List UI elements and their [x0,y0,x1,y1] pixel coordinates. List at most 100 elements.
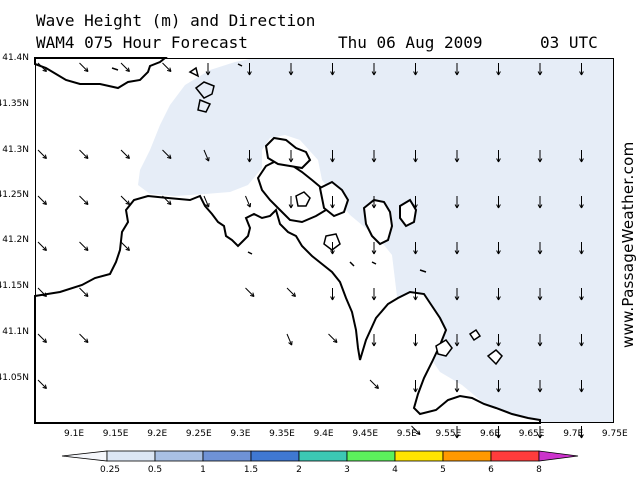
island-south [399,198,418,228]
wave-direction-arrow [579,426,584,439]
island-small-3 [435,339,453,357]
islet-dots [111,63,427,273]
wave-direction-arrow [537,426,543,439]
legend-swatch [298,450,348,462]
lat-label: 41.25N [0,190,29,200]
wave-direction-arrow [120,241,130,251]
island-east [362,198,394,246]
wave-direction-arrow [579,150,584,163]
lon-label: 9.15E [102,429,129,439]
wave-direction-arrow [120,149,130,159]
legend-tick-label: 4 [392,465,398,475]
lon-label: 9.4E [313,429,334,439]
wave-direction-arrow [79,195,89,205]
island-bonifacio-1 [188,66,215,113]
legend-tick-label: 3 [344,465,350,475]
wave-direction-arrow [537,334,543,347]
wave-direction-arrow [579,63,584,76]
lon-label: 9.6E [480,429,500,439]
wave-direction-arrow [579,196,584,209]
wave-direction-arrow [454,150,460,163]
land-corsica [34,57,168,90]
legend-tick-label: 1.5 [243,465,259,475]
lon-label: 9.5E [396,429,417,439]
wave-direction-arrow [330,288,335,301]
wave-direction-arrow [454,334,460,347]
wave-direction-arrow [37,287,47,297]
lon-label: 9.25E [185,429,212,439]
legend-swatch [442,450,492,462]
wave-direction-arrow [371,242,377,255]
island-maddalena [264,136,312,170]
wave-direction-arrow [79,287,89,297]
wave-direction-arrow [537,150,543,163]
wave-direction-arrow [245,195,252,208]
lat-label: 41.2N [2,235,29,245]
wave-direction-arrow [371,334,377,347]
wave-direction-arrow [203,195,210,208]
island-small-5 [468,328,482,342]
lon-label: 9.2E [147,429,168,439]
wave-direction-arrow [37,241,47,251]
wave-direction-arrow [245,287,255,297]
wave-direction-arrow [496,63,501,76]
wave-direction-arrow [371,288,377,301]
wave-direction-arrow [37,62,47,72]
wave-direction-arrow [454,196,460,209]
legend-swatch [202,450,252,462]
wave-direction-arrow [288,150,294,163]
wave-direction-arrow [37,149,47,159]
legend-swatch [154,450,204,462]
wave-direction-arrow [537,380,543,393]
wave-direction-arrow [330,196,335,209]
island-small-1 [295,191,311,207]
wave-direction-arrow [537,63,543,76]
wave-direction-arrow [330,242,335,255]
forecast-time: 03 UTC [540,33,598,52]
lon-label: 9.75E [601,429,628,439]
island-small-4 [486,349,503,366]
wave-direction-arrow [496,426,501,439]
model-forecast-label: WAM4 075 Hour Forecast [36,33,248,52]
legend-swatch [394,450,444,462]
wave-direction-arrow [286,333,293,346]
lat-label: 41.05N [0,373,29,383]
lat-label: 41.3N [2,145,29,155]
lon-label: 9.45E [352,429,379,439]
wave-direction-arrow [413,150,418,163]
lat-label: 41.35N [0,99,29,109]
wave-direction-arrow [328,333,338,343]
legend-tick-label: 0.5 [147,465,163,475]
wave-direction-arrow [205,63,211,76]
wave-direction-arrow [369,379,379,389]
forecast-date: Thu 06 Aug 2009 [338,33,483,52]
wave-direction-arrow [579,242,584,255]
wave-direction-arrow [330,63,335,76]
lon-label: 9.7E [563,429,584,439]
wave-direction-arrow [413,334,418,347]
legend-tick-label: 0.25 [99,465,121,475]
wave-direction-arrow [454,426,460,439]
lon-label: 9.1E [64,429,84,439]
wave-direction-arrow [496,288,501,301]
wave-direction-arrow [203,149,210,162]
legend-tick-label: 1 [200,465,206,475]
legend-high-tip [538,450,579,462]
wave-direction-arrow [247,63,252,76]
wave-direction-arrow [496,150,501,163]
legend-swatch [106,450,156,462]
legend-swatch [490,450,540,462]
wave-direction-arrow [120,195,130,205]
wave-direction-arrow [496,242,501,255]
wave-direction-arrow [79,241,89,251]
wave-direction-arrow [247,150,252,163]
lon-label: 9.55E [435,429,462,439]
wave-direction-arrow [37,195,47,205]
lon-label: 9.3E [230,429,251,439]
wave-direction-arrow [454,242,460,255]
wave-direction-arrow [162,195,172,205]
wave-direction-arrow [79,62,89,72]
wave-direction-arrow [413,63,418,76]
wave-direction-arrow [120,62,130,72]
